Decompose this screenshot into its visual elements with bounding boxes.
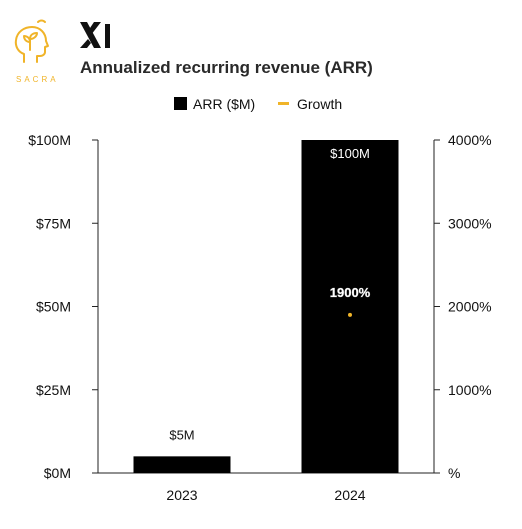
y-tick-label-left: $75M [36,215,71,231]
x-tick-label: 2023 [166,487,197,503]
y-tick-label-left: $50M [36,299,71,315]
legend-label-arr: ARR ($M) [193,96,255,112]
y-tick-label-right: 1000% [448,382,492,398]
axes: $0M $25M $50M $75M $100M% 1000% 2000% 3000% 4000… [28,132,491,503]
bar-arr-2024 [301,140,399,473]
sacra-logo [14,19,49,63]
y-tick-label-right: 4000% [448,132,492,148]
xai-logo-icon [80,22,110,48]
legend-label-growth: Growth [297,96,342,112]
bar-arr-2023 [133,456,231,473]
y-tick-label-right: 2000% [448,299,492,315]
y-tick-label-right: % [448,465,460,481]
growth-point-2024 [348,312,352,317]
y-tick-label-right: 3000% [448,215,492,231]
y-tick-label-left: $25M [36,382,71,398]
y-tick-label-left: $100M [28,132,71,148]
legend: ARR ($M) Growth [174,96,342,112]
y-tick-label-left: $0M [44,465,71,481]
chart-marks: $5M $100M 1900% [133,140,399,473]
legend-swatch-growth [278,102,289,105]
bar-value-label: $5M [169,427,194,442]
chart-header: SACRA Annualized recurring revenue (ARR) [0,0,522,90]
chart-title: Annualized recurring revenue (ARR) [80,58,373,77]
legend-swatch-arr [174,97,187,110]
bar-value-label: $100M [330,146,370,161]
growth-value-label: 1900% [330,285,371,300]
sacra-wordmark: SACRA [16,75,59,84]
x-tick-label: 2024 [334,487,365,503]
